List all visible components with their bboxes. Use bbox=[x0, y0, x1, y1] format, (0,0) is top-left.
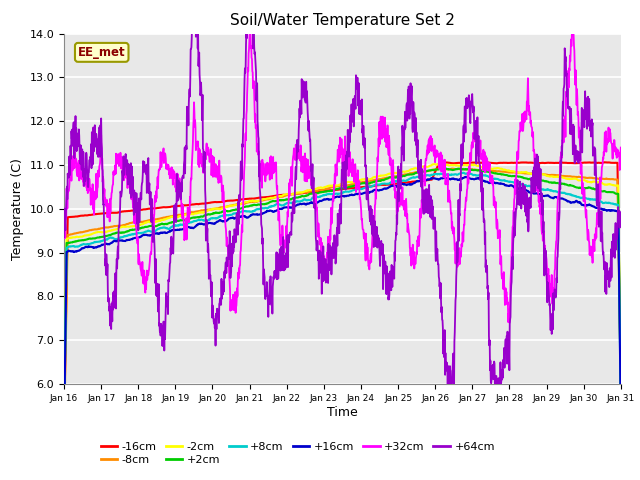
+32cm bbox=[103, 197, 111, 203]
-8cm bbox=[377, 176, 385, 182]
Line: +64cm: +64cm bbox=[64, 0, 621, 413]
Line: +32cm: +32cm bbox=[64, 1, 621, 323]
+64cm bbox=[103, 272, 111, 278]
+2cm bbox=[442, 166, 450, 171]
+8cm bbox=[103, 237, 111, 242]
+16cm bbox=[126, 237, 134, 243]
+2cm bbox=[377, 178, 385, 184]
+32cm bbox=[308, 183, 316, 189]
-2cm bbox=[431, 161, 438, 167]
X-axis label: Time: Time bbox=[327, 406, 358, 419]
-8cm bbox=[449, 166, 456, 171]
+32cm bbox=[506, 320, 513, 325]
-2cm bbox=[60, 426, 68, 432]
+8cm bbox=[60, 432, 68, 437]
-8cm bbox=[103, 225, 111, 230]
-16cm bbox=[126, 208, 134, 214]
Line: -8cm: -8cm bbox=[64, 168, 621, 441]
-16cm bbox=[103, 210, 111, 216]
+32cm bbox=[377, 114, 385, 120]
Title: Soil/Water Temperature Set 2: Soil/Water Temperature Set 2 bbox=[230, 13, 455, 28]
+64cm bbox=[126, 163, 134, 168]
+32cm bbox=[60, 233, 68, 239]
-16cm bbox=[600, 159, 608, 165]
-8cm bbox=[60, 438, 68, 444]
-16cm bbox=[318, 189, 326, 194]
+32cm bbox=[296, 158, 304, 164]
+64cm bbox=[297, 103, 305, 109]
-8cm bbox=[308, 189, 316, 194]
Line: +16cm: +16cm bbox=[64, 177, 621, 437]
+32cm bbox=[318, 240, 326, 246]
+8cm bbox=[308, 196, 316, 202]
+64cm bbox=[617, 210, 625, 216]
+8cm bbox=[126, 232, 134, 238]
+16cm bbox=[617, 412, 625, 418]
+32cm bbox=[569, 0, 577, 4]
-8cm bbox=[296, 191, 304, 196]
+16cm bbox=[296, 201, 304, 207]
+2cm bbox=[318, 189, 326, 195]
+16cm bbox=[318, 198, 326, 204]
Text: EE_met: EE_met bbox=[78, 46, 125, 59]
+2cm bbox=[296, 194, 304, 200]
Line: -2cm: -2cm bbox=[64, 164, 621, 429]
-2cm bbox=[126, 224, 134, 229]
-16cm bbox=[60, 429, 68, 435]
+2cm bbox=[308, 191, 316, 196]
+32cm bbox=[126, 177, 134, 182]
+8cm bbox=[318, 193, 326, 199]
Line: +2cm: +2cm bbox=[64, 168, 621, 432]
+8cm bbox=[617, 408, 625, 414]
+2cm bbox=[617, 402, 625, 408]
-2cm bbox=[318, 185, 326, 191]
+8cm bbox=[296, 199, 304, 204]
+16cm bbox=[103, 241, 111, 247]
+64cm bbox=[494, 410, 502, 416]
-16cm bbox=[617, 378, 625, 384]
-16cm bbox=[377, 182, 385, 188]
+16cm bbox=[462, 174, 470, 180]
Y-axis label: Temperature (C): Temperature (C) bbox=[11, 158, 24, 260]
-8cm bbox=[318, 187, 326, 193]
-2cm bbox=[308, 187, 316, 192]
-2cm bbox=[296, 190, 304, 195]
-16cm bbox=[308, 190, 316, 195]
Legend: -16cm, -8cm, -2cm, +2cm, +8cm, +16cm, +32cm, +64cm: -16cm, -8cm, -2cm, +2cm, +8cm, +16cm, +3… bbox=[96, 437, 500, 469]
+2cm bbox=[103, 233, 111, 239]
+64cm bbox=[308, 170, 316, 176]
+32cm bbox=[617, 144, 625, 150]
+16cm bbox=[308, 199, 316, 205]
Line: -16cm: -16cm bbox=[64, 162, 621, 432]
+8cm bbox=[377, 181, 385, 187]
Line: +8cm: +8cm bbox=[64, 173, 621, 434]
+64cm bbox=[318, 261, 326, 267]
+16cm bbox=[377, 187, 385, 193]
+16cm bbox=[60, 434, 68, 440]
+2cm bbox=[60, 429, 68, 434]
+64cm bbox=[60, 234, 68, 240]
+8cm bbox=[460, 170, 467, 176]
-2cm bbox=[103, 228, 111, 234]
+2cm bbox=[126, 227, 134, 233]
-2cm bbox=[377, 173, 385, 179]
+64cm bbox=[378, 238, 385, 244]
-2cm bbox=[617, 398, 625, 404]
-16cm bbox=[296, 191, 304, 196]
-8cm bbox=[617, 387, 625, 393]
-8cm bbox=[126, 220, 134, 226]
